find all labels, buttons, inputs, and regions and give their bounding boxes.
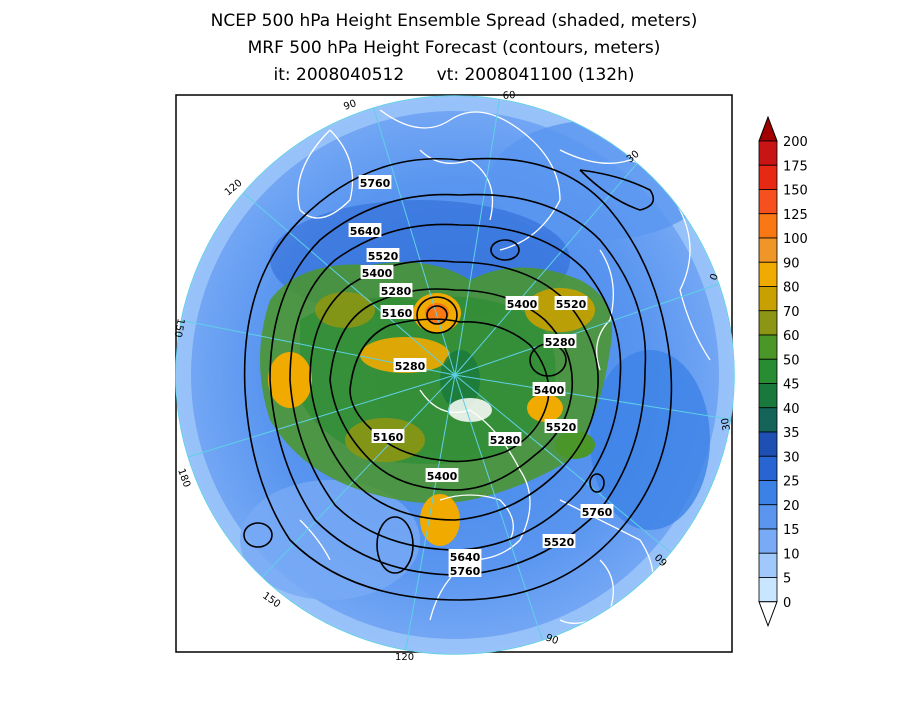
contour-label-bg (448, 563, 482, 577)
contour-label-bg (366, 248, 400, 262)
colorbar-label: 200 (783, 135, 808, 150)
colorbar-swatch (758, 577, 778, 603)
contour-label: 5640 (450, 551, 481, 564)
contour-label: 5400 (427, 470, 458, 483)
contour-label: 5640 (350, 225, 381, 238)
contour-label-bg (554, 296, 588, 310)
contour-label-bg (448, 549, 482, 563)
colorbar-swatch (758, 261, 778, 287)
title-line-2: MRF 500 hPa Height Forecast (contours, m… (247, 38, 661, 58)
contour-label: 5160 (382, 307, 413, 320)
colorbar-label: 100 (783, 232, 808, 247)
contour-label: 5160 (373, 431, 404, 444)
colorbar-label: 80 (783, 281, 800, 296)
colorbar-swatch (758, 237, 778, 263)
colorbar-label: 15 (783, 523, 800, 538)
contour-label-bg (542, 534, 576, 548)
colorbar-swatch (758, 383, 778, 409)
contour-label: 5760 (450, 565, 481, 578)
colorbar-label: 60 (783, 329, 800, 344)
contour-label-bg (380, 305, 414, 319)
contour-label: 5280 (490, 434, 521, 447)
colorbar-label: 50 (783, 353, 800, 368)
lon-label: 90 (342, 98, 358, 113)
contour-label: 5280 (381, 285, 412, 298)
colorbar-swatch (758, 164, 778, 190)
colorbar-swatch (758, 140, 778, 166)
colorbar-swatch (758, 455, 778, 481)
contour-label-bg (532, 382, 566, 396)
colorbar-label: 35 (783, 426, 800, 441)
contour-label-bg (393, 358, 427, 372)
contour-label-bg (425, 468, 459, 482)
contour-label: 5400 (362, 267, 393, 280)
colorbar-label: 90 (783, 256, 800, 271)
contour-label: 5280 (545, 336, 576, 349)
colorbar-swatch (758, 431, 778, 457)
contour-label-bg (360, 265, 394, 279)
contour-label: 5400 (507, 298, 538, 311)
contour-label-bg (488, 432, 522, 446)
colorbar-label: 175 (783, 159, 808, 174)
lon-label: 30 (720, 417, 733, 431)
contour-label: 5760 (360, 177, 391, 190)
lon-label: 120 (395, 652, 414, 663)
colorbar-label: 45 (783, 378, 800, 393)
colorbar-label: 30 (783, 450, 800, 465)
longitude-lines (177, 96, 734, 654)
contour-label: 5400 (534, 384, 565, 397)
colorbar-swatch (758, 334, 778, 360)
colorbar-swatch (758, 504, 778, 530)
height-contours (243, 157, 673, 601)
colorbar-label: 70 (783, 305, 800, 320)
contour-label: 5520 (368, 250, 399, 263)
lon-label: 150 (172, 317, 186, 338)
contour-label-bg (348, 223, 382, 237)
colorbar-label: 150 (783, 184, 808, 199)
colorbar-label: 10 (783, 547, 800, 562)
colorbar-label: 40 (783, 402, 800, 417)
contour-label-bg (505, 296, 539, 310)
contour-label-bg (544, 419, 578, 433)
colorbar-swatch (758, 407, 778, 433)
contour-label: 5520 (546, 421, 577, 434)
colorbar-swatch (758, 552, 778, 578)
title-line-1: NCEP 500 hPa Height Ensemble Spread (sha… (210, 11, 698, 31)
colorbar-swatch (758, 480, 778, 506)
colorbar-swatch (758, 189, 778, 215)
colorbar-swatch (758, 213, 778, 239)
title-line-3: it: 2008040512 vt: 2008041100 (132h) (273, 65, 635, 85)
contour-label: 5280 (395, 360, 426, 373)
colorbar-swatch (758, 310, 778, 336)
colorbar-label: 5 (783, 572, 791, 587)
lon-label: 90 (544, 632, 560, 647)
contour-label-bg (358, 175, 392, 189)
colorbar-label: 0 (783, 596, 791, 611)
colorbar-swatch (758, 286, 778, 312)
contour-label: 5760 (582, 506, 613, 519)
lon-label: 60 (502, 90, 516, 102)
colorbar-label: 20 (783, 499, 800, 514)
contour-label-bg (543, 334, 577, 348)
colorbar-bottom-arrow (758, 601, 778, 628)
colorbar-label: 25 (783, 475, 800, 490)
colorbar-label: 125 (783, 208, 808, 223)
colorbar-swatch (758, 358, 778, 384)
contour-label: 5520 (556, 298, 587, 311)
contour-label-bg (379, 283, 413, 297)
contour-label: 5520 (544, 536, 575, 549)
colorbar-top-arrow (758, 115, 778, 142)
contour-label-bg (580, 504, 614, 518)
colorbar-swatch (758, 528, 778, 554)
lon-label: 0 (708, 272, 721, 282)
contour-label-bg (371, 429, 405, 443)
